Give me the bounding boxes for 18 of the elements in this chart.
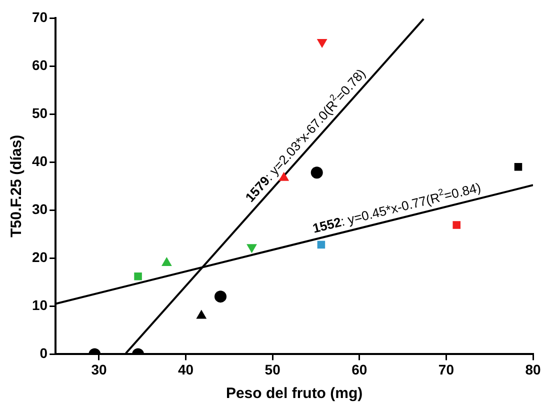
x-axis-title: Peso del fruto (mg) xyxy=(226,385,363,402)
y-tick-label: 50 xyxy=(32,104,48,121)
y-tick-label: 20 xyxy=(32,249,48,265)
y-axis-title: T50.F.25 (días) xyxy=(8,134,26,238)
y-tick-label: 10 xyxy=(32,297,48,314)
y-tick-label: 60 xyxy=(32,56,48,73)
y-tick-label: 70 xyxy=(32,8,48,25)
point xyxy=(316,39,328,48)
x-tick-label: 40 xyxy=(178,361,194,378)
y-tick-label: 30 xyxy=(32,200,48,217)
x-tick-label: 30 xyxy=(91,361,107,378)
x-tick-label: 70 xyxy=(438,361,454,378)
x-tick-label: 80 xyxy=(525,361,541,378)
x-tick-label: 50 xyxy=(264,361,281,378)
x-tick-label: 60 xyxy=(352,361,368,378)
y-tick-label: 0 xyxy=(40,345,48,362)
y-tick-label: 40 xyxy=(32,152,48,169)
point xyxy=(317,240,326,249)
